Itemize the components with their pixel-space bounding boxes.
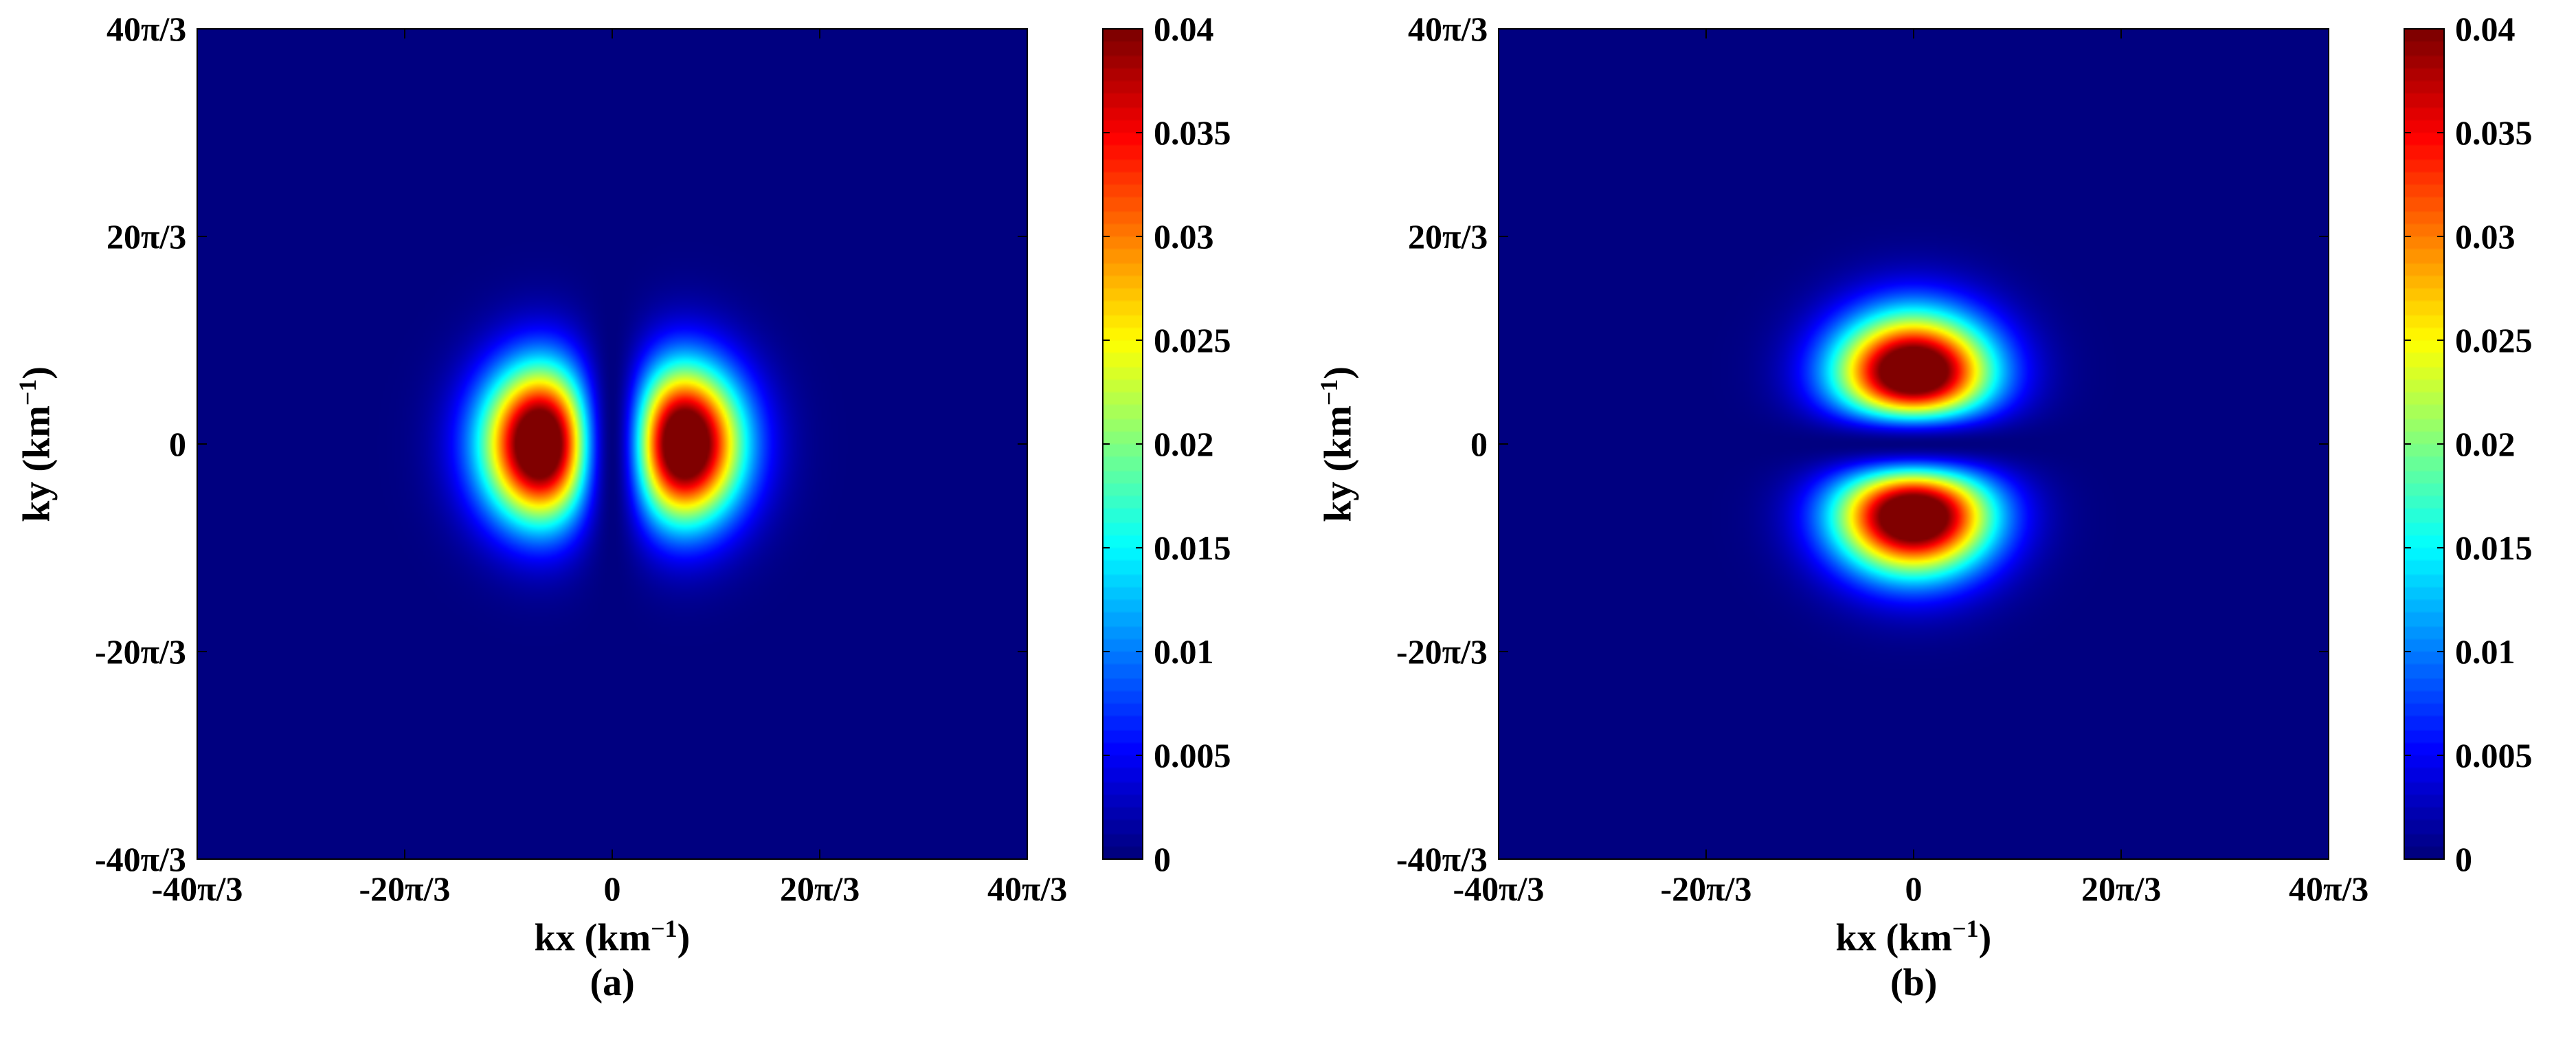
colorbar-tick-label-b-0: 0 <box>2455 840 2472 878</box>
y-tick-label-a-1: -20π/3 <box>95 632 186 671</box>
x-tick-label-a-3: 20π/3 <box>780 869 860 908</box>
colorbar-ticks-b <box>2404 28 2444 860</box>
colorbar-tick-label-b-2: 0.01 <box>2455 632 2516 671</box>
colorbar-tick-label-b-3: 0.015 <box>2455 529 2533 567</box>
y-tick-label-a-4: 40π/3 <box>107 10 187 48</box>
colorbar-tick-label-a-6: 0.03 <box>1154 217 1214 256</box>
colorbar-tick-label-a-2: 0.01 <box>1154 632 1214 671</box>
panel-b: -40π/3 -20π/3 0 20π/3 40π/3 -40π/3 -20π/3 0 20π… <box>1301 0 2576 1044</box>
x-tick-label-b-3: 20π/3 <box>2081 869 2162 908</box>
axis-ticks-a <box>197 28 1028 860</box>
x-tick-label-b-2: 0 <box>1905 869 1923 908</box>
x-tick-label-a-2: 0 <box>603 869 621 908</box>
axis-ticks-b <box>1498 28 2329 860</box>
x-axis-label-a: kx (km−1) <box>534 915 691 959</box>
x-tick-label-b-0: -40π/3 <box>1453 869 1545 908</box>
y-tick-label-a-2: 0 <box>169 425 186 463</box>
colorbar-tick-label-a-4: 0.02 <box>1154 425 1214 463</box>
x-tick-label-b-4: 40π/3 <box>2289 869 2369 908</box>
y-tick-label-b-0: -40π/3 <box>1396 840 1488 878</box>
y-tick-label-b-3: 20π/3 <box>1408 217 1488 256</box>
colorbar-tick-label-b-4: 0.02 <box>2455 425 2516 463</box>
x-tick-label-a-4: 40π/3 <box>987 869 1068 908</box>
colorbar-ticks-a <box>1103 28 1143 860</box>
y-tick-label-a-3: 20π/3 <box>107 217 187 256</box>
colorbar-tick-label-b-1: 0.005 <box>2455 736 2533 775</box>
colorbar-tick-label-a-7: 0.035 <box>1154 113 1231 152</box>
x-tick-label-a-1: -20π/3 <box>359 869 451 908</box>
y-tick-label-b-2: 0 <box>1470 425 1488 463</box>
x-tick-label-b-1: -20π/3 <box>1660 869 1752 908</box>
y-tick-label-b-1: -20π/3 <box>1396 632 1488 671</box>
colorbar-tick-label-a-5: 0.025 <box>1154 321 1231 359</box>
colorbar-tick-label-b-8: 0.04 <box>2455 10 2516 48</box>
panel-label-a: (a) <box>590 962 635 1004</box>
heatmap-a <box>197 29 1027 859</box>
panel-a: -40π/3 -20π/3 0 20π/3 40π/3 -40π/3 -20π/3 0 20π… <box>14 10 1231 1004</box>
y-tick-label-a-0: -40π/3 <box>95 840 186 878</box>
colorbar-tick-label-a-8: 0.04 <box>1154 10 1214 48</box>
colorbar-tick-label-a-1: 0.005 <box>1154 736 1231 775</box>
heatmap-b <box>1499 29 2329 859</box>
colorbar-tick-label-b-5: 0.025 <box>2455 321 2533 359</box>
x-axis-label-b: kx (km−1) <box>1835 915 1992 959</box>
y-tick-label-b-4: 40π/3 <box>1408 10 1488 48</box>
colorbar-tick-label-a-0: 0 <box>1154 840 1171 878</box>
colorbar-tick-label-a-3: 0.015 <box>1154 529 1231 567</box>
panel-label-b: (b) <box>1890 962 1938 1004</box>
colorbar-tick-label-b-6: 0.03 <box>2455 217 2516 256</box>
colorbar-tick-label-b-7: 0.035 <box>2455 113 2533 152</box>
x-tick-label-a-0: -40π/3 <box>151 869 243 908</box>
